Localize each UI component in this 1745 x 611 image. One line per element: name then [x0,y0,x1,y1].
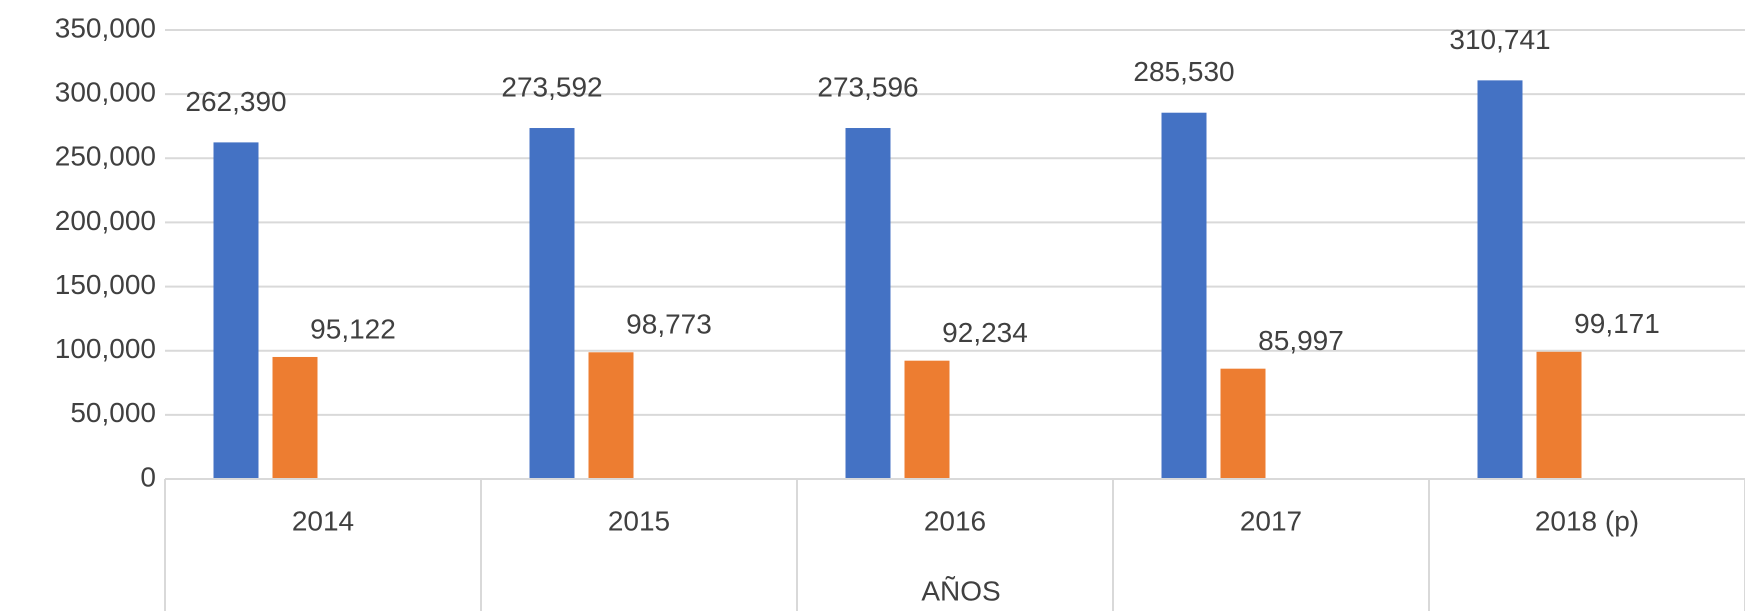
bar [1220,368,1266,479]
value-label: 85,997 [1258,325,1344,356]
x-tick-label: 2015 [608,505,670,536]
bar [529,128,575,479]
x-tick-label: 2014 [292,505,354,536]
bar [1477,80,1523,480]
x-tick-label: 2016 [924,505,986,536]
value-label: 310,741 [1449,24,1550,55]
y-tick-label: 50,000 [70,397,156,428]
bar [845,128,891,479]
bar [272,356,318,479]
bar [213,142,259,479]
x-tick-label: 2018 (p) [1535,505,1639,536]
x-tick-label: 2017 [1240,505,1302,536]
y-tick-label: 150,000 [55,269,156,300]
value-label: 92,234 [942,317,1028,348]
value-label: 99,171 [1574,308,1660,339]
bar [588,352,634,479]
y-tick-label: 350,000 [55,12,156,43]
bar [1161,112,1207,479]
x-axis-label: AÑOS [921,575,1000,606]
value-label: 273,592 [501,71,602,102]
value-label: 262,390 [185,86,286,117]
bar [1536,351,1582,479]
value-label: 273,596 [817,71,918,102]
value-label: 98,773 [626,309,712,340]
y-tick-label: 100,000 [55,333,156,364]
y-tick-label: 200,000 [55,205,156,236]
y-tick-label: 300,000 [55,77,156,108]
bar [904,360,950,479]
value-label: 285,530 [1133,56,1234,87]
y-tick-label: 0 [140,461,156,492]
value-label: 95,122 [310,313,396,344]
y-tick-label: 250,000 [55,141,156,172]
